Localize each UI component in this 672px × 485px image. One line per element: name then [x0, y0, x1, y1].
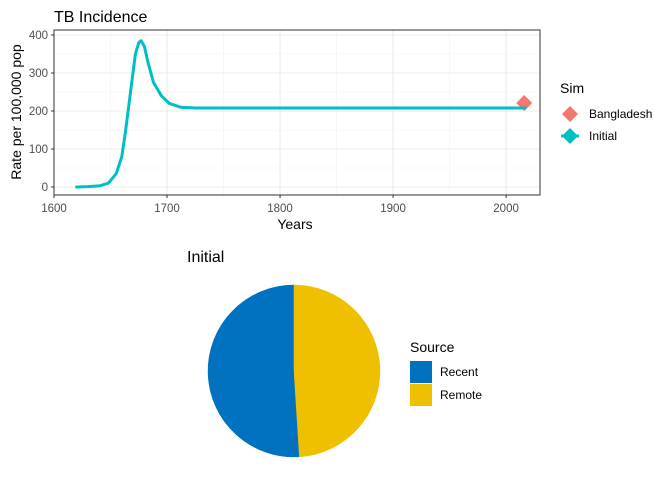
legend-label-remote: Remote [440, 388, 482, 402]
line-legend: Sim Bangladesh Initial [560, 80, 652, 146]
y-tick-label: 400 [29, 30, 48, 42]
legend-item-bangladesh: Bangladesh [560, 104, 652, 124]
x-tick-label: 1900 [380, 203, 406, 215]
y-tick-label: 100 [29, 144, 48, 156]
x-axis: 1600 1700 1800 1900 2000 [41, 195, 519, 215]
legend-swatch-recent [410, 361, 432, 383]
legend-item-remote: Remote [410, 384, 482, 406]
legend-diamond-icon [562, 106, 578, 122]
y-tick-label: 300 [29, 68, 48, 80]
pie-slices [207, 284, 381, 458]
pie-slice-remote [293, 284, 381, 458]
legend-label-initial: Initial [589, 129, 617, 143]
plot-border [53, 29, 541, 196]
pie-slice-recent [207, 284, 300, 458]
x-tick-label: 1800 [267, 203, 293, 215]
x-axis-title: Years [277, 216, 312, 232]
legend-label-recent: Recent [440, 365, 479, 379]
series-layer [75, 39, 533, 189]
series-line-initial [75, 39, 527, 189]
pie-legend: Source Recent Remote [410, 339, 482, 406]
y-tick-label: 0 [42, 182, 48, 194]
y-axis-title: Rate per 100,000 pop [8, 44, 24, 180]
line-chart-title: TB Incidence [54, 9, 147, 26]
line-legend-title: Sim [560, 80, 584, 96]
legend-swatch-remote [410, 384, 432, 406]
x-tick-label: 1700 [154, 203, 180, 215]
legend-label-bangladesh: Bangladesh [589, 107, 652, 121]
pie-chart-title: Initial [187, 249, 224, 266]
x-tick-label: 1600 [41, 203, 67, 215]
y-tick-label: 200 [29, 106, 48, 118]
legend-diamond-icon [562, 128, 578, 144]
pie-chart: Initial [187, 249, 381, 458]
y-axis: 0 100 200 300 400 [29, 30, 54, 194]
legend-item-initial: Initial [560, 126, 617, 146]
x-tick-label: 2000 [493, 203, 519, 215]
legend-item-recent: Recent [410, 361, 479, 383]
line-chart: TB Incidence 1600 1700 1800 1900 2000 0 100 20… [8, 9, 541, 232]
pie-legend-title: Source [410, 339, 455, 355]
